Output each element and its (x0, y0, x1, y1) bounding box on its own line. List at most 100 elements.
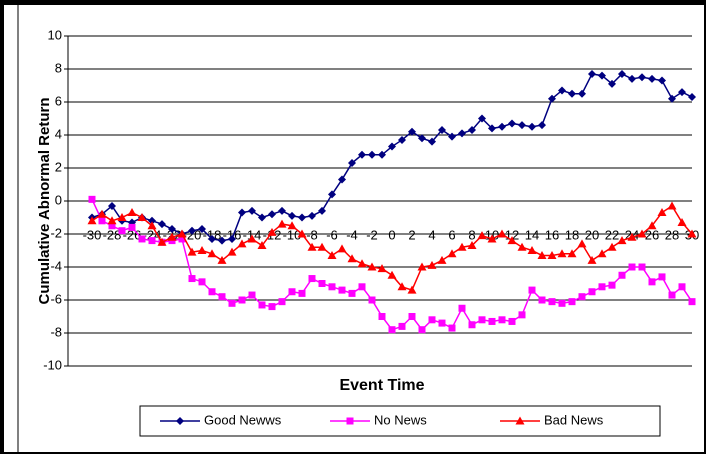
x-tick-label: -28 (103, 227, 122, 242)
marker (618, 69, 626, 78)
x-tick-label: 0 (388, 227, 395, 242)
marker (358, 150, 366, 159)
marker (548, 298, 556, 306)
marker (368, 296, 376, 304)
marker (268, 210, 276, 219)
x-tick-label: -4 (346, 227, 358, 242)
marker (268, 303, 276, 311)
marker (618, 271, 626, 279)
marker (678, 88, 686, 97)
x-tick-label: 18 (565, 227, 579, 242)
marker (108, 201, 116, 210)
marker (328, 190, 336, 199)
marker (368, 150, 376, 159)
marker (428, 316, 436, 324)
x-tick-label: -26 (123, 227, 142, 242)
marker (178, 235, 186, 243)
marker (667, 201, 677, 210)
marker (587, 255, 597, 264)
marker (418, 326, 426, 334)
marker (387, 270, 397, 279)
marker (457, 242, 467, 251)
y-tick-label: -8 (50, 324, 62, 339)
marker (337, 244, 347, 253)
marker (588, 288, 596, 296)
marker (498, 122, 506, 131)
x-tick-label: 20 (585, 227, 599, 242)
x-tick-label: 8 (468, 227, 475, 242)
marker (437, 255, 447, 264)
marker (438, 319, 446, 327)
marker (608, 281, 616, 289)
marker (538, 121, 546, 130)
marker (187, 247, 197, 256)
marker (176, 417, 184, 425)
x-tick-label: 26 (645, 227, 659, 242)
marker (568, 298, 576, 306)
y-tick-label: 2 (55, 159, 62, 174)
marker (378, 150, 386, 159)
y-tick-label: 10 (48, 27, 62, 42)
marker (578, 89, 586, 98)
marker (537, 250, 547, 259)
marker (447, 249, 457, 258)
marker (678, 283, 686, 291)
marker (417, 262, 427, 271)
marker (198, 278, 206, 286)
series-line (91, 73, 693, 242)
marker (517, 242, 527, 251)
y-tick-label: 8 (55, 60, 62, 75)
marker (677, 217, 687, 226)
marker (237, 239, 247, 248)
x-tick-label: -20 (183, 227, 202, 242)
marker (238, 208, 246, 217)
marker (208, 288, 216, 296)
marker (257, 241, 267, 250)
y-tick-label: -6 (50, 291, 62, 306)
marker (158, 220, 166, 229)
y-tick-label: -2 (50, 225, 62, 240)
marker (128, 223, 136, 231)
marker (167, 232, 177, 241)
marker (588, 69, 596, 78)
x-tick-label: 14 (525, 227, 539, 242)
x-tick-label: -2 (366, 227, 378, 242)
marker (357, 259, 367, 268)
marker (528, 122, 536, 131)
marker (668, 291, 676, 299)
marker (138, 235, 146, 243)
marker (627, 232, 637, 241)
marker (508, 119, 516, 128)
marker (637, 229, 647, 238)
marker (548, 94, 556, 103)
marker (288, 288, 296, 296)
marker (528, 286, 536, 294)
marker (527, 246, 537, 254)
marker (477, 231, 487, 240)
marker (508, 317, 516, 325)
marker (348, 159, 356, 168)
marker (117, 213, 127, 221)
marker (338, 286, 346, 294)
marker (628, 74, 636, 83)
y-tick-label: -10 (43, 357, 62, 372)
marker (408, 313, 416, 320)
x-tick-label: 28 (665, 227, 679, 242)
marker (428, 137, 436, 146)
marker (547, 250, 557, 259)
marker (538, 296, 546, 304)
marker (348, 289, 356, 297)
marker (408, 127, 416, 136)
marker (148, 216, 156, 225)
marker (658, 76, 666, 85)
marker (448, 132, 456, 141)
marker (328, 283, 336, 291)
marker (346, 417, 354, 425)
marker (298, 289, 306, 297)
marker (228, 234, 236, 243)
marker (397, 282, 407, 291)
marker (658, 273, 666, 281)
marker (608, 79, 616, 88)
x-tick-label: -10 (283, 227, 302, 242)
marker (207, 249, 217, 258)
